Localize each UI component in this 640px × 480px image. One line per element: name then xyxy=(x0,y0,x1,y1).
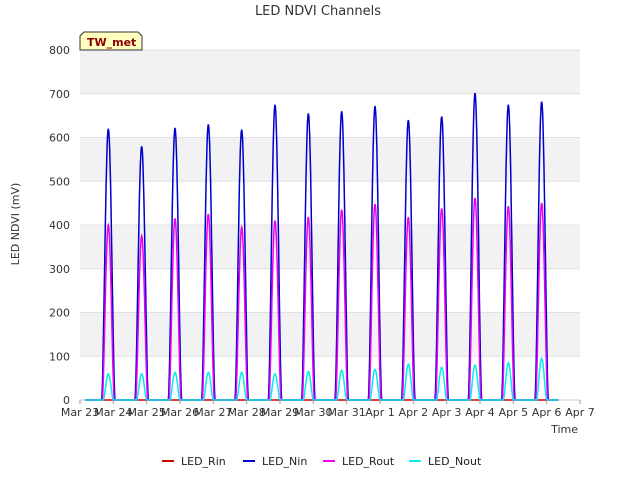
x-tick-label: Apr 3 xyxy=(432,406,462,419)
x-tick-label: Apr 7 xyxy=(565,406,595,419)
x-tick-label: Mar 25 xyxy=(128,406,166,419)
y-tick-label: 0 xyxy=(63,394,70,407)
chart-title: LED NDVI Channels xyxy=(255,4,381,19)
y-axis-ticks: 0 100 200 300 400 500 600 700 800 xyxy=(49,44,70,407)
x-axis-title: Time xyxy=(550,423,578,436)
y-tick-label: 300 xyxy=(49,263,70,276)
x-tick-label: Apr 4 xyxy=(465,406,495,419)
background-band xyxy=(80,50,580,94)
x-tick-label: Apr 5 xyxy=(499,406,529,419)
x-tick-label: Mar 30 xyxy=(294,406,332,419)
legend-label: LED_Rin xyxy=(181,455,226,468)
y-tick-label: 500 xyxy=(49,175,70,188)
legend: LED_Rin LED_Nin LED_Rout LED_Nout xyxy=(162,455,482,468)
x-tick-label: Mar 29 xyxy=(261,406,299,419)
x-tick-label: Mar 28 xyxy=(228,406,266,419)
station-badge: TW_met xyxy=(79,31,143,51)
y-tick-label: 600 xyxy=(49,132,70,145)
legend-label: LED_Nin xyxy=(262,455,307,468)
x-tick-label: Mar 23 xyxy=(61,406,99,419)
y-tick-label: 200 xyxy=(49,307,70,320)
series-layer xyxy=(85,92,559,401)
x-tick-label: Mar 24 xyxy=(94,406,132,419)
background-band xyxy=(80,225,580,269)
y-axis-title: LED NDVI (mV) xyxy=(9,183,22,266)
y-tick-label: 100 xyxy=(49,350,70,363)
legend-label: LED_Rout xyxy=(342,455,395,468)
background-band xyxy=(80,312,580,357)
y-tick-label: 700 xyxy=(49,88,70,101)
y-tick-label: 800 xyxy=(49,44,70,57)
y-tick-label: 400 xyxy=(49,219,70,232)
x-tick-label: Apr 2 xyxy=(399,406,429,419)
background-band xyxy=(80,137,580,182)
series-line-led-nout xyxy=(85,357,559,401)
x-tick-label: Mar 31 xyxy=(328,406,366,419)
legend-label: LED_Nout xyxy=(428,455,482,468)
x-tick-label: Apr 1 xyxy=(365,406,395,419)
x-tick-label: Apr 6 xyxy=(532,406,562,419)
x-tick-label: Mar 26 xyxy=(161,406,199,419)
x-tick-label: Mar 27 xyxy=(194,406,232,419)
station-badge-label: TW_met xyxy=(87,36,136,49)
